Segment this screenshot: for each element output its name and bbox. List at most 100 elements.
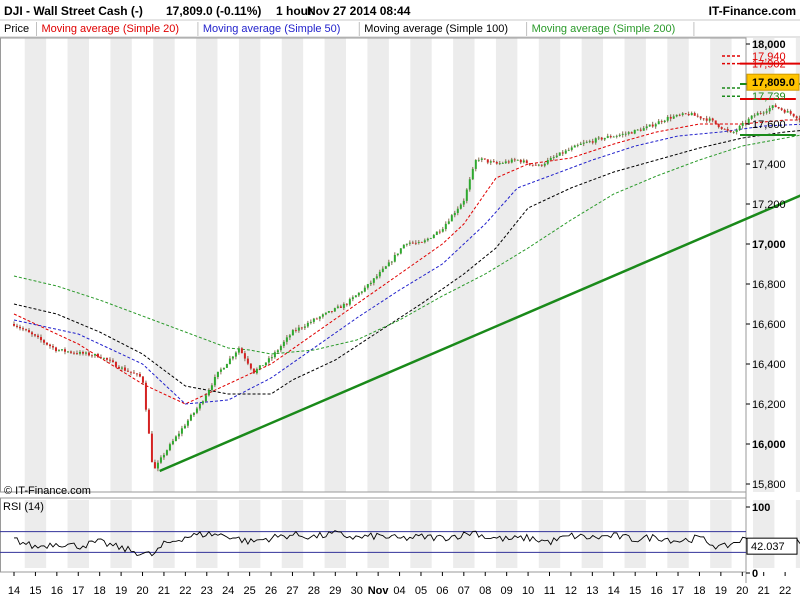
candle-body — [30, 332, 33, 335]
candle-body — [249, 363, 252, 369]
x-tick-label: 05 — [415, 585, 427, 597]
datetime: Nov 27 2014 08:44 — [307, 4, 411, 18]
price-badge-text: 17,809.0 — [752, 77, 795, 89]
candle-body — [543, 163, 546, 166]
candle-body — [675, 114, 678, 117]
candle-body — [75, 353, 78, 354]
candle-body — [192, 412, 195, 415]
candle-body — [720, 127, 723, 129]
candle-body — [687, 113, 690, 116]
candle-body — [141, 376, 144, 383]
candle-body — [111, 360, 114, 362]
candle-body — [750, 115, 753, 119]
candle-body — [414, 242, 417, 244]
candle-body — [348, 299, 351, 305]
candle-body — [255, 369, 258, 374]
candle-body — [135, 373, 138, 375]
candle-body — [93, 353, 96, 356]
candle-body — [303, 326, 306, 328]
candle-body — [339, 306, 342, 308]
rsi-tick-label: 100 — [752, 502, 770, 514]
candle-body — [435, 231, 438, 235]
rsi-value-text: 42.037 — [751, 541, 785, 553]
candle-body — [258, 365, 261, 370]
candle-body — [480, 158, 483, 160]
candle-body — [660, 121, 663, 123]
candle-body — [735, 130, 738, 133]
candle-body — [513, 159, 516, 161]
candle-body — [474, 160, 477, 169]
candle-body — [276, 350, 279, 353]
candle-body — [171, 440, 174, 445]
candle-body — [156, 462, 159, 469]
candle-body — [69, 351, 72, 353]
candle-body — [537, 164, 540, 166]
candle-body — [450, 215, 453, 222]
x-tick-label: 15 — [629, 585, 641, 597]
ma-line-0 — [13, 119, 800, 405]
candle-body — [51, 346, 54, 348]
x-tick-label: 18 — [94, 585, 106, 597]
price-tick-label: 17,200 — [752, 199, 786, 211]
x-tick-label: 27 — [286, 585, 298, 597]
candle-body — [696, 115, 699, 117]
candle-body — [183, 425, 186, 429]
candle-body — [456, 208, 459, 213]
candle-body — [309, 321, 312, 323]
candle-body — [627, 132, 630, 134]
candle-body — [624, 133, 627, 135]
candle-body — [13, 324, 15, 326]
candle-body — [378, 271, 381, 277]
price-badge — [746, 73, 800, 91]
candle-body — [582, 142, 585, 144]
legend-item: Moving average (Simple 200) — [532, 23, 676, 35]
candle-body — [57, 350, 60, 352]
candle-body — [336, 306, 339, 309]
candle-body — [507, 161, 510, 163]
x-tick-label: 17 — [72, 585, 84, 597]
candle-body — [396, 253, 399, 255]
candle-body — [594, 138, 597, 143]
candle-body — [117, 366, 120, 369]
candle-body — [108, 359, 111, 361]
candle-body — [714, 120, 717, 124]
price-change: 17,809.0 (-0.11%) — [166, 4, 261, 18]
candle-body — [630, 132, 633, 134]
candle-body — [705, 118, 708, 121]
candle-body — [63, 349, 66, 352]
candle-body — [447, 221, 450, 224]
candle-body — [426, 238, 429, 241]
x-tick-label: 21 — [158, 585, 170, 597]
candle-body — [774, 105, 777, 108]
candle-body — [780, 108, 783, 110]
x-tick-label: 19 — [115, 585, 127, 597]
legend-item: Moving average (Simple 100) — [364, 23, 508, 35]
candle-body — [762, 112, 765, 114]
candle-body — [360, 291, 363, 293]
candle-body — [81, 351, 84, 354]
candle-body — [531, 164, 534, 166]
trendline — [159, 194, 800, 473]
candle-body — [342, 303, 345, 308]
candle-body — [225, 363, 228, 368]
x-tick-label: 15 — [29, 585, 41, 597]
candle-body — [243, 353, 246, 359]
candle-body — [492, 161, 495, 163]
candle-body — [114, 361, 117, 367]
price-tick-label: 16,400 — [752, 359, 786, 371]
candle-body — [462, 200, 465, 205]
candle-body — [408, 242, 411, 244]
candle-body — [393, 254, 396, 262]
candle-body — [315, 318, 318, 320]
level-label: 17,902 — [752, 59, 786, 71]
candle-body — [102, 357, 105, 359]
candle-body — [693, 113, 696, 116]
candle-body — [15, 325, 18, 327]
x-tick-label: 11 — [544, 585, 555, 597]
candle-body — [231, 356, 234, 359]
candle-body — [273, 352, 276, 358]
candle-body — [723, 128, 726, 130]
rsi-tick-label: 0 — [752, 568, 758, 580]
candle-body — [264, 362, 267, 366]
candle-body — [432, 234, 435, 239]
